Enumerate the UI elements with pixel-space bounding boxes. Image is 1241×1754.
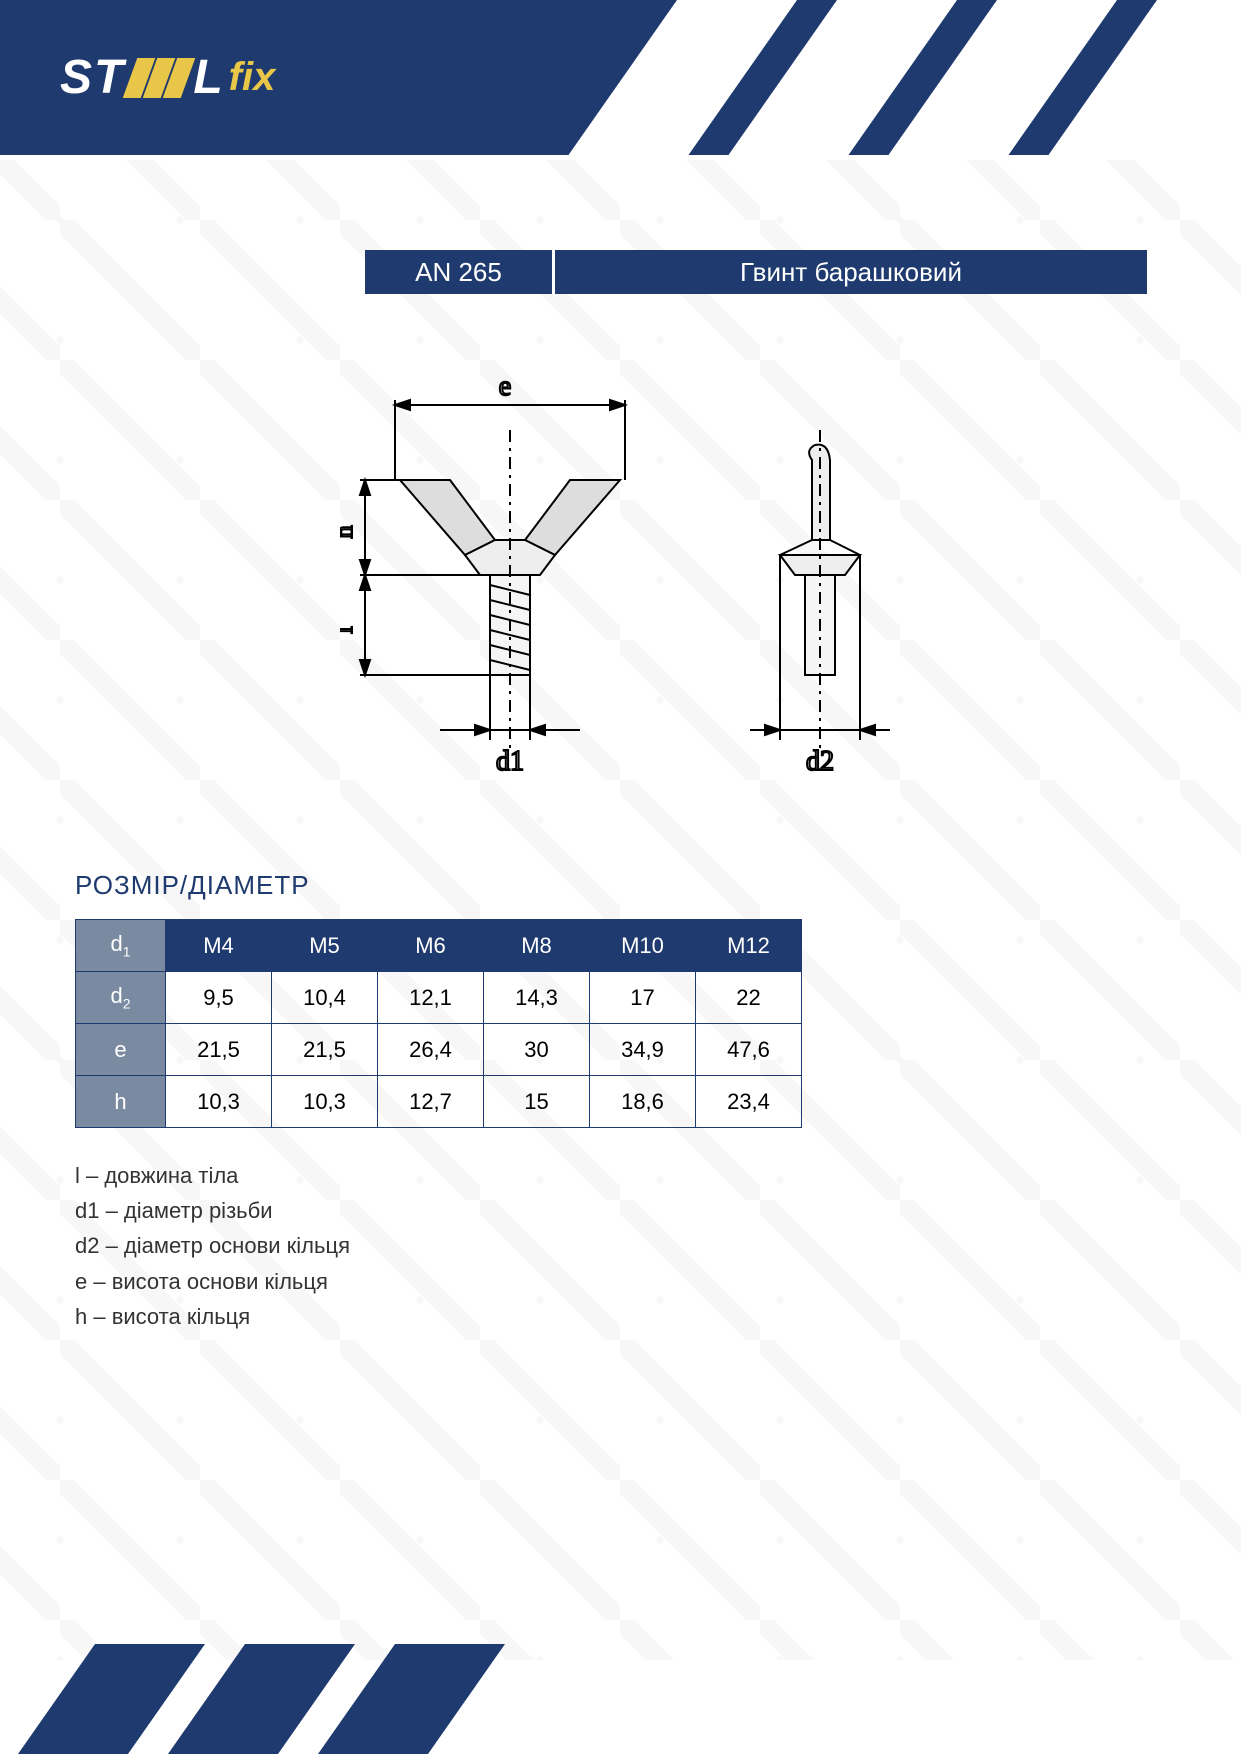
legend-line: l – довжина тіла [75, 1158, 802, 1193]
content-area: РОЗМІР/ДІАМЕТР d1 M4 M5 M6 M8 M10 M12 d2… [75, 870, 802, 1334]
row-label: d2 [76, 972, 166, 1024]
svg-text:h: h [340, 526, 358, 539]
row-label: e [76, 1024, 166, 1076]
logo-text-fix: fix [229, 55, 276, 100]
cell: 14,3 [484, 972, 590, 1024]
wing-screw-drawing-icon: e h l [340, 350, 980, 820]
logo: ST L fix [60, 40, 275, 115]
legend-line: h – висота кільця [75, 1299, 802, 1334]
row-label: d1 [76, 920, 166, 972]
cell: 12,1 [378, 972, 484, 1024]
cell: 12,7 [378, 1076, 484, 1128]
table-row: d2 9,5 10,4 12,1 14,3 17 22 [76, 972, 802, 1024]
cell: 26,4 [378, 1024, 484, 1076]
svg-text:e: e [499, 371, 511, 402]
header: ST L fix [0, 0, 1241, 155]
cell: 10,4 [272, 972, 378, 1024]
cell: 21,5 [166, 1024, 272, 1076]
col-head: M6 [378, 920, 484, 972]
technical-diagram: e h l [340, 350, 980, 820]
legend-line: d2 – діаметр основи кільця [75, 1228, 802, 1263]
legend: l – довжина тіла d1 – діаметр різьби d2 … [75, 1158, 802, 1334]
table-row: e 21,5 21,5 26,4 30 34,9 47,6 [76, 1024, 802, 1076]
col-head: M10 [590, 920, 696, 972]
legend-line: d1 – діаметр різьби [75, 1193, 802, 1228]
logo-bars-icon [129, 58, 189, 98]
table-row: h 10,3 10,3 12,7 15 18,6 23,4 [76, 1076, 802, 1128]
col-head: M8 [484, 920, 590, 972]
cell: 9,5 [166, 972, 272, 1024]
cell: 34,9 [590, 1024, 696, 1076]
cell: 30 [484, 1024, 590, 1076]
cell: 47,6 [696, 1024, 802, 1076]
svg-text:l: l [340, 626, 358, 633]
cell: 17 [590, 972, 696, 1024]
table-row: d1 M4 M5 M6 M8 M10 M12 [76, 920, 802, 972]
footer [0, 1644, 1241, 1754]
svg-text:d1: d1 [496, 746, 524, 777]
product-name: Гвинт барашковий [555, 250, 1147, 294]
logo-text-st: ST [60, 50, 125, 105]
legend-line: e – висота основи кільця [75, 1264, 802, 1299]
title-bar: AN 265 Гвинт барашковий [365, 250, 1147, 294]
product-code: AN 265 [365, 250, 555, 294]
cell: 21,5 [272, 1024, 378, 1076]
header-slashes-icon [541, 0, 1241, 155]
logo-text-l: L [193, 50, 224, 105]
cell: 18,6 [590, 1076, 696, 1128]
col-head: M5 [272, 920, 378, 972]
svg-text:d2: d2 [806, 746, 834, 777]
cell: 10,3 [272, 1076, 378, 1128]
section-title: РОЗМІР/ДІАМЕТР [75, 870, 802, 901]
cell: 15 [484, 1076, 590, 1128]
cell: 10,3 [166, 1076, 272, 1128]
cell: 23,4 [696, 1076, 802, 1128]
row-label: h [76, 1076, 166, 1128]
col-head: M12 [696, 920, 802, 972]
col-head: M4 [166, 920, 272, 972]
spec-table: d1 M4 M5 M6 M8 M10 M12 d2 9,5 10,4 12,1 … [75, 919, 802, 1128]
cell: 22 [696, 972, 802, 1024]
